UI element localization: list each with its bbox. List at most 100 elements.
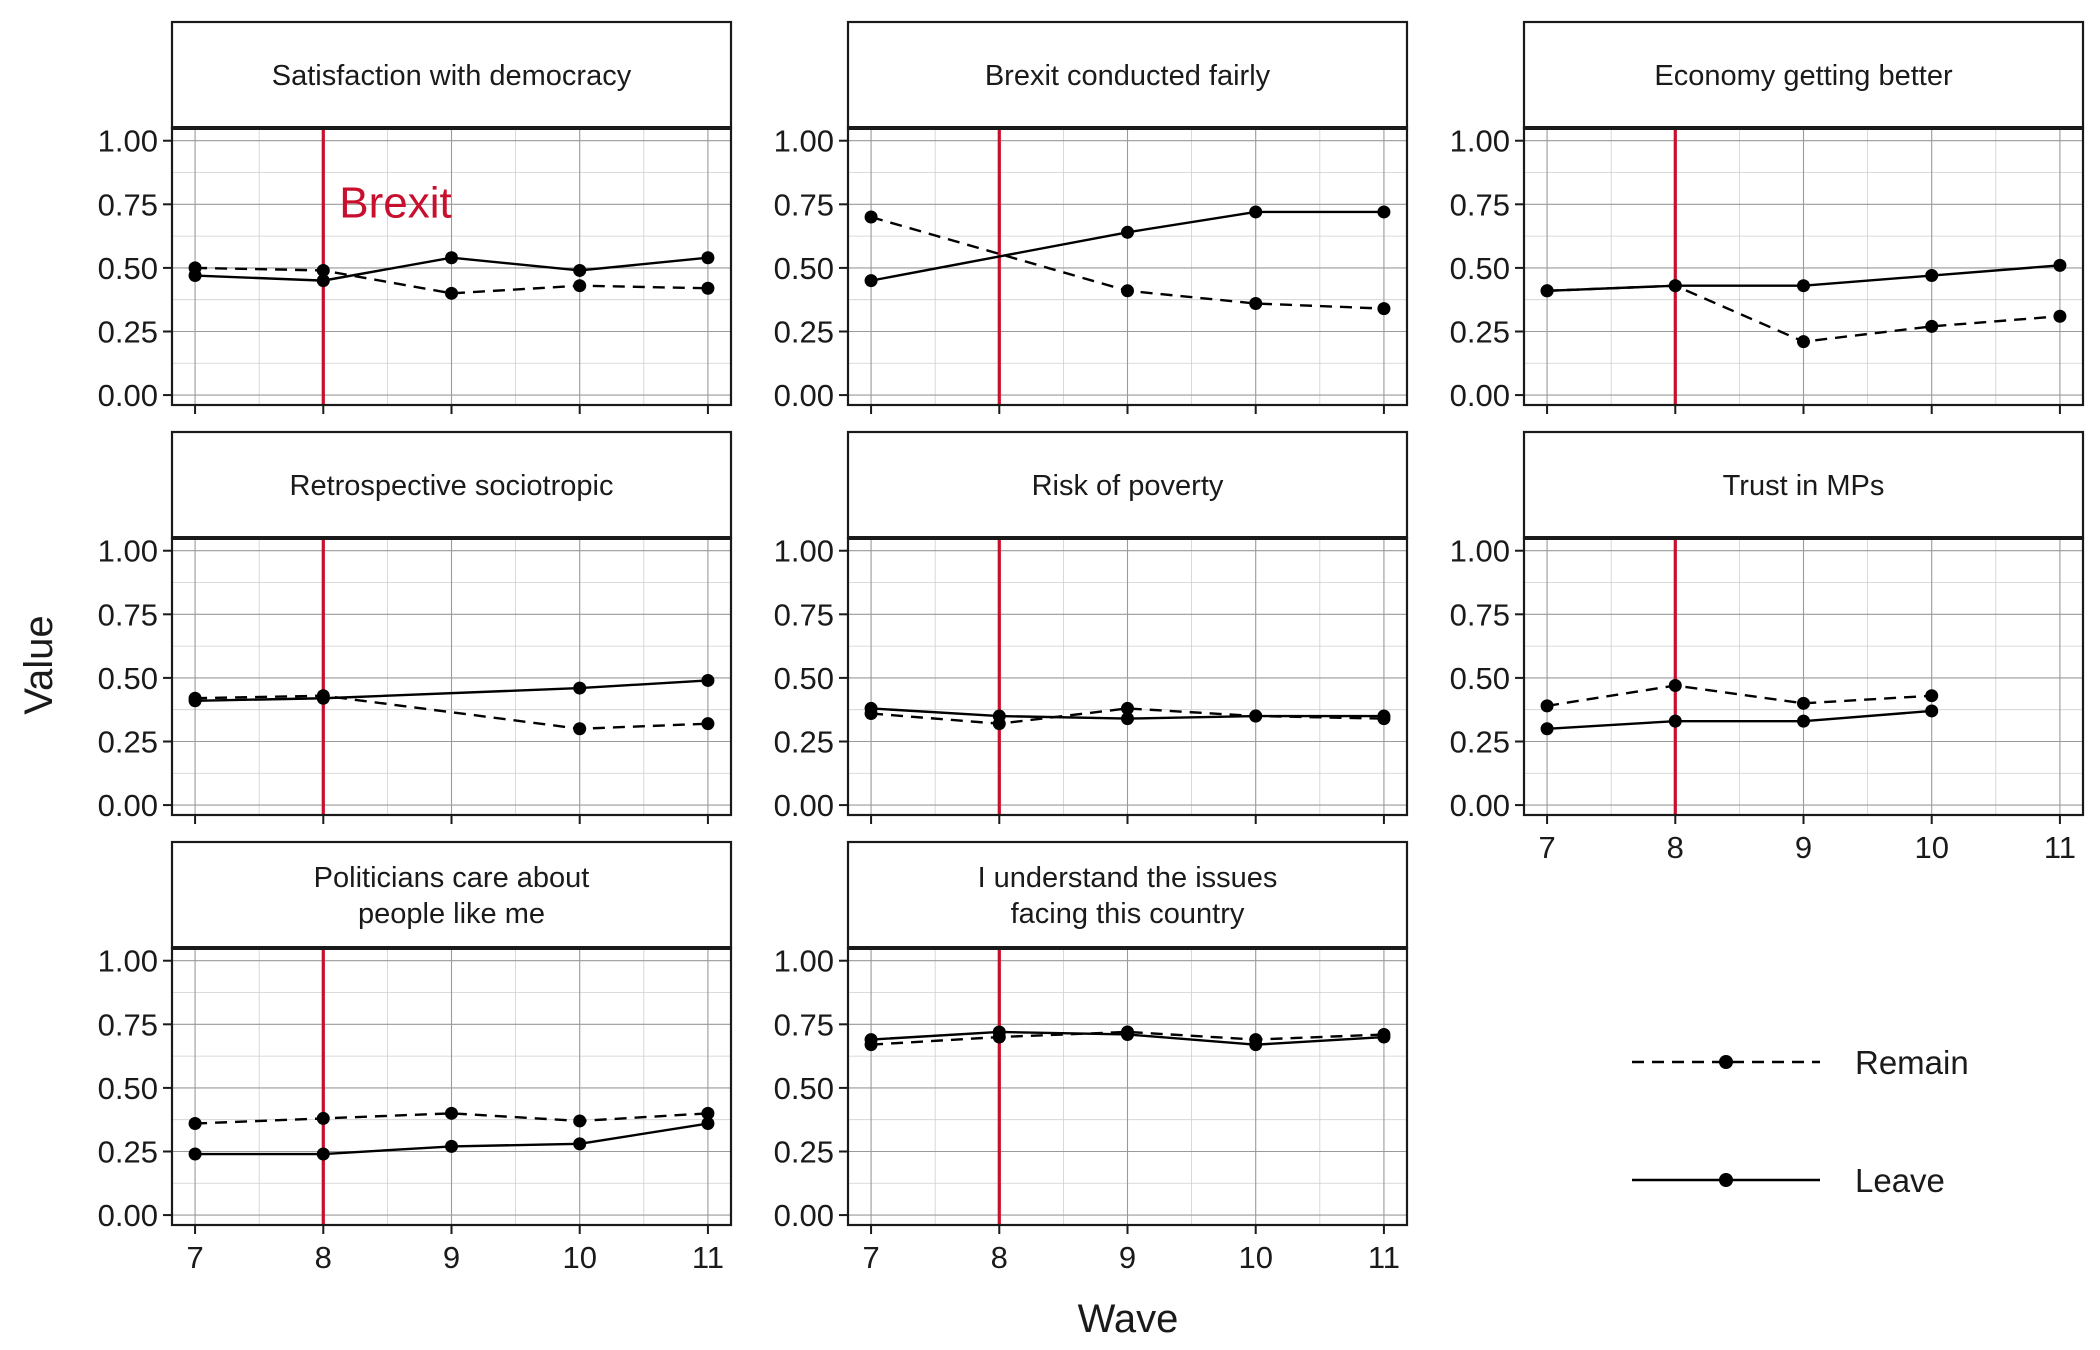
leave-data-point — [864, 1033, 878, 1047]
remain-series-line — [1546, 684, 1932, 708]
strip-title: Brexit conducted fairly — [985, 60, 1271, 92]
legend: Remain Leave — [1632, 1044, 1969, 1199]
y-tick-label: 0.75 — [774, 597, 834, 632]
x-tick-label: 9 — [1795, 830, 1812, 865]
facet-panel: Satisfaction with democracy Brexit 0.00 0.2… — [98, 20, 733, 414]
remain-data-point — [445, 1106, 458, 1120]
remain-data-point — [1249, 297, 1263, 311]
x-tick-label: 7 — [862, 1240, 879, 1275]
remain-data-point — [573, 1114, 587, 1128]
x-tick-label: 7 — [1538, 830, 1555, 865]
y-tick-label: 0.25 — [98, 1134, 158, 1169]
leave-data-point — [316, 274, 330, 288]
leave-data-point — [1540, 284, 1554, 298]
y-tick-label: 0.25 — [774, 314, 834, 349]
y-tick-label: 0.75 — [1450, 597, 1510, 632]
leave-data-point — [445, 1139, 458, 1153]
y-tick-label: 0.00 — [774, 1198, 834, 1233]
facet-panel: Economy getting better 0.00 0.25 0.50 0.75 1.… — [1450, 20, 2085, 414]
x-tick-label: 8 — [1667, 830, 1684, 865]
leave-data-point — [1668, 279, 1682, 293]
y-tick-label: 0.50 — [98, 661, 158, 696]
remain-series-line — [195, 694, 708, 730]
x-tick-label: 10 — [1238, 1240, 1272, 1275]
y-tick-label: 0.50 — [774, 1071, 834, 1106]
x-tick-label: 11 — [1368, 1240, 1400, 1275]
brexit-label: Brexit — [339, 178, 451, 227]
x-tick-label: 11 — [2044, 830, 2076, 865]
leave-data-point — [701, 251, 715, 265]
leave-data-point — [992, 1025, 1006, 1039]
y-tick-label: 0.75 — [774, 187, 834, 222]
strip-title: Politicians care about — [314, 862, 590, 894]
y-tick-label: 0.50 — [774, 251, 834, 286]
strip-background — [1522, 20, 2085, 130]
leave-data-point — [1797, 714, 1810, 728]
leave-data-point — [701, 673, 715, 687]
y-tick-label: 0.50 — [98, 1071, 158, 1106]
leave-data-point — [1249, 1038, 1263, 1052]
leave-data-point — [445, 251, 458, 265]
remain-data-point — [701, 717, 715, 731]
leave-series-line — [1547, 709, 1932, 730]
remain-data-point — [573, 722, 587, 736]
y-tick-label: 0.25 — [1450, 724, 1510, 759]
remain-data-point — [1377, 302, 1391, 316]
facet-panel: Risk of poverty 0.00 0.25 0.50 0.75 1.00 — [774, 430, 1409, 824]
leave-data-point — [1377, 709, 1391, 723]
facet-panel: Trust in MPs 0.00 0.25 0.50 0.75 1.00 7 8 9 10 11 — [1450, 430, 2085, 865]
y-tick-label: 0.75 — [98, 597, 158, 632]
remain-data-point — [701, 281, 715, 295]
leave-data-point — [188, 694, 202, 708]
y-tick-label: 0.50 — [774, 661, 834, 696]
strip-background — [170, 840, 733, 950]
y-tick-label: 0.00 — [774, 788, 834, 823]
remain-data-point — [2053, 309, 2067, 323]
y-tick-label: 0.75 — [1450, 187, 1510, 222]
leave-data-point — [1540, 722, 1554, 736]
facet-panel: Brexit conducted fairly 0.00 0.25 0.50 0.75 1… — [774, 20, 1409, 414]
facet-panel: I understand the issues facing this count… — [774, 840, 1409, 1275]
y-tick-label: 0.00 — [98, 1198, 158, 1233]
remain-series-line — [870, 215, 1384, 310]
y-tick-label: 0.25 — [774, 1134, 834, 1169]
leave-data-point — [316, 1147, 330, 1161]
leave-series-line — [870, 210, 1384, 282]
remain-data-point — [1121, 284, 1134, 298]
y-tick-label: 0.50 — [98, 251, 158, 286]
strip-title: facing this country — [1011, 898, 1245, 930]
leave-series-line — [195, 679, 708, 702]
x-tick-label: 9 — [443, 1240, 460, 1275]
leave-data-point — [316, 691, 330, 705]
remain-data-point — [445, 286, 458, 300]
remain-data-point — [864, 210, 878, 224]
leave-data-point — [1249, 709, 1263, 723]
leave-data-point — [864, 701, 878, 715]
remain-series-line — [195, 266, 708, 295]
y-tick-label: 1.00 — [774, 944, 834, 979]
remain-data-point — [1797, 335, 1810, 349]
strip-title: Retrospective sociotropic — [290, 470, 614, 502]
y-tick-label: 0.50 — [1450, 661, 1510, 696]
y-tick-label: 0.25 — [98, 724, 158, 759]
strip-title: I understand the issues — [978, 862, 1278, 894]
y-axis-title: Value — [17, 615, 61, 714]
leave-data-point — [188, 1147, 202, 1161]
leave-data-point — [864, 274, 878, 288]
y-tick-label: 1.00 — [1450, 534, 1510, 569]
y-tick-label: 1.00 — [98, 534, 158, 569]
leave-data-point — [2053, 258, 2067, 272]
legend-label: Leave — [1855, 1162, 1945, 1199]
x-tick-label: 9 — [1119, 1240, 1136, 1275]
remain-data-point — [701, 1106, 715, 1120]
y-tick-label: 0.00 — [1450, 788, 1510, 823]
y-tick-label: 1.00 — [774, 534, 834, 569]
leave-data-point — [573, 681, 587, 695]
y-tick-label: 0.00 — [98, 378, 158, 413]
leave-data-point — [992, 709, 1006, 723]
facet-panels: Satisfaction with democracy Brexit 0.00 0.2… — [98, 20, 2085, 1275]
leave-data-point — [1797, 279, 1810, 293]
strip-title: Satisfaction with democracy — [272, 60, 632, 92]
y-tick-label: 0.25 — [1450, 314, 1510, 349]
